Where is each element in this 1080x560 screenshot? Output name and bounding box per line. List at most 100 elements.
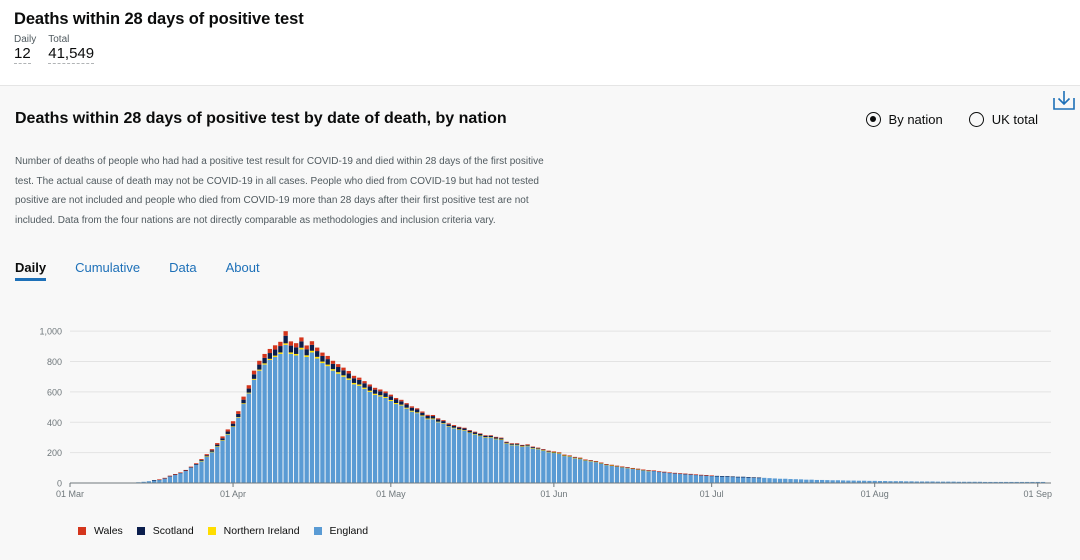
bar-northern-ireland: [457, 429, 462, 431]
chart-tabs: Daily Cumulative Data About: [15, 260, 260, 281]
bar-england: [1035, 481, 1040, 483]
bar-northern-ireland: [299, 347, 304, 350]
bar-wales: [299, 337, 304, 342]
bar-northern-ireland: [414, 412, 420, 414]
download-icon[interactable]: [1052, 89, 1076, 111]
daily-metric[interactable]: Daily 12: [14, 34, 36, 64]
bar-england: [309, 352, 315, 483]
bar-northern-ireland: [446, 426, 451, 427]
bar-england: [783, 478, 788, 483]
bar-wales: [446, 423, 451, 425]
tab-data[interactable]: Data: [169, 260, 197, 275]
bar-wales: [614, 465, 620, 467]
bar-scotland: [735, 476, 741, 478]
bar-wales: [504, 441, 509, 443]
bar-england: [846, 480, 851, 483]
bar-northern-ireland: [604, 464, 609, 466]
bar-northern-ireland: [404, 407, 409, 409]
bar-scotland: [330, 363, 336, 370]
total-label: Total: [48, 34, 70, 45]
bar-scotland: [478, 433, 483, 436]
bar-england: [267, 360, 273, 483]
bar-england: [357, 385, 362, 483]
bar-scotland: [351, 378, 357, 383]
radio-uk-total[interactable]: UK total: [968, 112, 1038, 127]
bar-england: [856, 480, 862, 483]
bar-england: [151, 480, 157, 483]
total-metric[interactable]: Total 41,549: [48, 34, 95, 64]
bar-northern-ireland: [425, 418, 430, 420]
bar-scotland: [283, 335, 288, 344]
bar-england: [583, 460, 588, 483]
tab-about[interactable]: About: [225, 260, 260, 275]
bar-scotland: [535, 447, 541, 449]
bar-wales: [646, 470, 651, 471]
tab-daily[interactable]: Daily: [15, 260, 47, 281]
bar-england: [551, 452, 557, 483]
bar-wales: [620, 466, 625, 468]
bar-scotland: [251, 374, 257, 379]
bar-wales: [399, 399, 404, 402]
bar-scotland: [441, 421, 446, 424]
bar-england: [173, 474, 178, 483]
bar-northern-ireland: [436, 421, 441, 423]
bar-northern-ireland: [367, 390, 372, 392]
bar-scotland: [299, 341, 304, 348]
bar-wales: [183, 469, 188, 471]
bar-england: [893, 481, 898, 483]
legend-item-wales: Wales: [78, 525, 123, 537]
bar-england: [625, 467, 630, 483]
bar-england: [304, 356, 309, 483]
bar-wales: [294, 343, 299, 348]
bar-scotland: [420, 412, 425, 416]
radio-by-nation[interactable]: By nation: [865, 112, 943, 127]
bar-wales: [514, 443, 520, 444]
bar-england: [904, 481, 909, 483]
bar-northern-ireland: [372, 393, 378, 395]
bar-england: [709, 475, 714, 483]
bar-england: [961, 481, 967, 483]
bar-england: [367, 391, 372, 483]
bar-england: [867, 480, 872, 483]
bar-wales: [535, 447, 541, 449]
tab-cumulative[interactable]: Cumulative: [75, 260, 141, 275]
bar-northern-ireland: [357, 384, 362, 386]
bar-scotland: [578, 457, 583, 459]
legend-swatch-northern-ireland: [207, 527, 216, 535]
bar-northern-ireland: [535, 448, 541, 450]
bar-wales: [351, 375, 357, 379]
bar-england: [430, 419, 436, 483]
bar-england: [462, 430, 467, 483]
bar-scotland: [215, 444, 220, 447]
bar-northern-ireland: [572, 457, 578, 459]
bar-wales: [362, 381, 367, 384]
bar-wales: [572, 456, 578, 458]
bar-northern-ireland: [483, 437, 488, 438]
bar-scotland: [556, 452, 562, 454]
bar-wales: [346, 370, 351, 374]
bar-scotland: [399, 401, 404, 405]
bar-england: [998, 481, 1004, 483]
bar-scotland: [514, 443, 520, 445]
bar-wales: [167, 475, 173, 477]
bar-northern-ireland: [625, 467, 630, 469]
chart-card: Deaths within 28 days of positive test b…: [0, 85, 1080, 560]
legend-swatch-england: [313, 527, 322, 535]
bar-england: [167, 476, 173, 483]
page-title: Deaths within 28 days of positive test: [14, 10, 304, 28]
bar-england: [641, 470, 646, 483]
bar-scotland: [230, 423, 236, 427]
bar-england: [767, 478, 772, 483]
bar-northern-ireland: [609, 465, 614, 466]
bar-wales: [604, 464, 609, 465]
bar-england: [909, 481, 914, 483]
bar-england: [572, 457, 578, 483]
bar-england: [562, 455, 567, 483]
bar-england: [788, 479, 793, 483]
bar-northern-ireland: [341, 375, 346, 377]
bar-wales: [430, 414, 436, 417]
bar-england: [593, 461, 599, 483]
bar-scotland: [504, 442, 509, 444]
x-tick-label: 01 Jun: [540, 489, 567, 499]
bar-northern-ireland: [441, 423, 446, 424]
